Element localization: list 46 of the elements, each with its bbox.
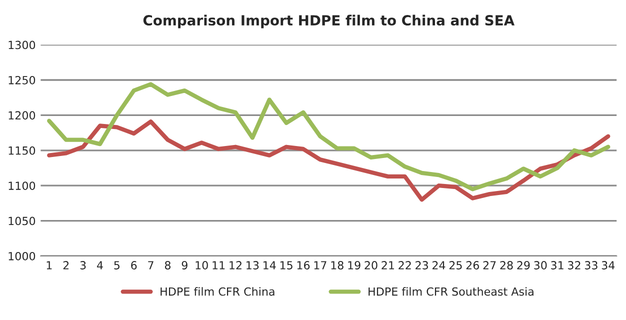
line-series [47,119,610,202]
x-tick-label: 32 [568,261,580,270]
x-tick-label: 27 [483,261,496,270]
x-tick-label: 11 [212,261,225,270]
x-tick-label: 28 [500,261,513,270]
x-tick-label: 10 [196,261,208,270]
y-tick-label: 1250 [8,76,36,84]
legend-label: HDPE film CFR Southeast Asia [368,287,534,296]
x-tick-label: 31 [551,261,564,270]
x-tick-label: 16 [297,261,310,270]
x-tick-label: 34 [602,261,615,270]
x-tick-label: 22 [398,261,411,270]
x-tick-label: 17 [314,261,326,270]
x-tick-label: 14 [264,261,276,270]
x-tick-label: 4 [96,261,103,270]
x-tick-label: 26 [466,261,479,270]
x-tick-label: 23 [416,261,428,270]
x-tick-label: 7 [148,261,154,270]
y-tick-label: 1300 [8,40,36,50]
x-tick-label: 1 [46,261,52,270]
chart-title: Comparison Import HDPE film to China and SEA [143,14,515,28]
x-tick-label: 8 [164,261,171,270]
x-tick-label: 29 [517,261,530,270]
y-tick-label: 1200 [8,111,36,120]
x-tick-label: 30 [534,261,547,270]
x-tick-label: 21 [382,261,394,270]
y-tick-label: 1150 [8,146,36,155]
x-tick-label: 12 [230,261,242,270]
x-tick-label: 15 [280,261,292,270]
y-tick-label: 1000 [8,252,36,260]
line-series [47,82,610,192]
x-tick-label: 5 [114,261,120,270]
x-tick-label: 18 [331,261,344,270]
x-tick-label: 3 [80,261,86,270]
x-tick-label: 13 [246,261,259,270]
x-tick-label: 6 [131,261,137,270]
y-tick-label: 1100 [8,182,36,190]
x-tick-label: 20 [364,261,378,270]
x-tick-label: 25 [449,261,462,270]
y-tick-label: 1050 [8,216,36,226]
legend-label: HDPE film CFR China [160,287,274,296]
x-tick-label: 19 [348,261,360,270]
x-tick-label: 33 [584,261,598,270]
x-tick-label: 2 [63,261,69,270]
x-tick-label: 9 [182,261,188,270]
x-tick-label: 24 [432,261,446,270]
